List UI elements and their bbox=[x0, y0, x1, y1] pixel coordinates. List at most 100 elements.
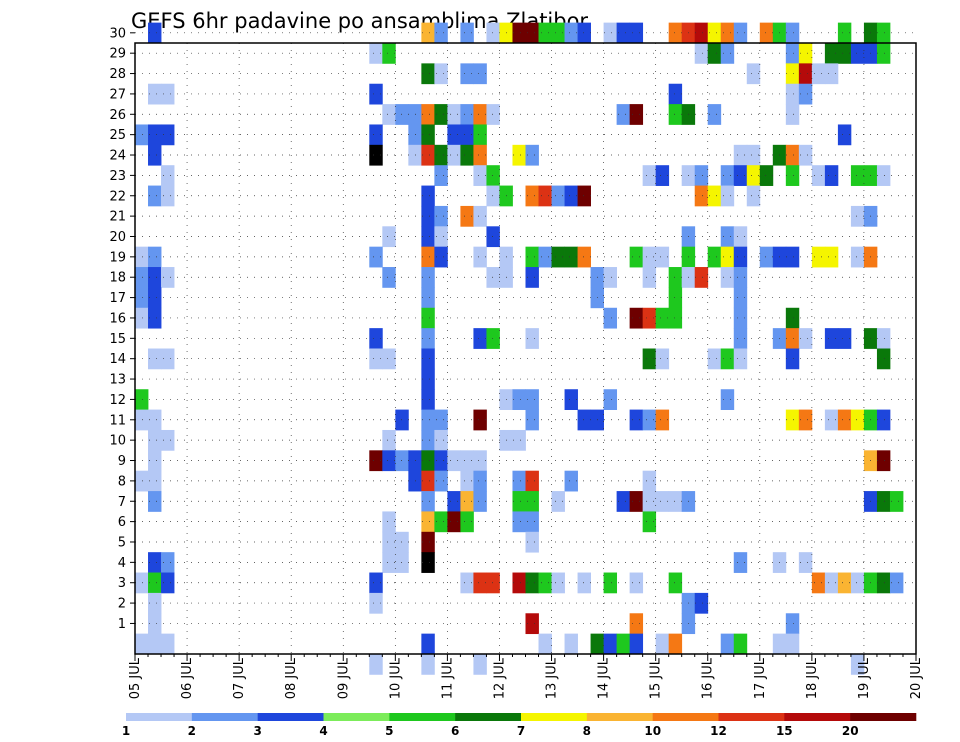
heatmap-cell bbox=[395, 104, 409, 125]
heatmap-cell bbox=[629, 22, 644, 44]
heatmap-cell bbox=[135, 409, 149, 431]
heatmap-cell bbox=[694, 592, 709, 614]
y-axis: 1234567891011121314151617181920212223242… bbox=[109, 26, 135, 632]
heatmap-cell bbox=[655, 348, 670, 370]
legend-swatch bbox=[652, 713, 719, 721]
heatmap-cell bbox=[421, 531, 435, 553]
heatmap-cell bbox=[421, 511, 435, 533]
heatmap-cell bbox=[460, 205, 474, 227]
legend-swatch bbox=[323, 713, 390, 721]
heatmap-cell bbox=[135, 633, 149, 655]
heatmap-cell bbox=[564, 246, 578, 268]
heatmap-cell bbox=[785, 22, 800, 44]
heatmap-cell bbox=[837, 572, 852, 594]
y-tick-label: 7 bbox=[118, 495, 126, 510]
heatmap-cell bbox=[551, 185, 565, 207]
heatmap-cell bbox=[590, 633, 604, 655]
heatmap-cell bbox=[668, 267, 683, 288]
heatmap-cell bbox=[785, 43, 800, 64]
heatmap-cell bbox=[850, 654, 865, 675]
heatmap-cell bbox=[447, 124, 461, 146]
heatmap-cell bbox=[798, 552, 813, 573]
heatmap-cell bbox=[746, 144, 761, 166]
heatmap-cell bbox=[525, 389, 539, 410]
heatmap-cell bbox=[551, 491, 565, 512]
heatmap-cell bbox=[720, 22, 735, 44]
heatmap-cell bbox=[148, 592, 162, 614]
legend-swatch bbox=[718, 713, 785, 721]
y-tick-label: 15 bbox=[109, 332, 126, 347]
heatmap-cell bbox=[148, 633, 162, 655]
heatmap-cell bbox=[161, 552, 175, 573]
heatmap-cell bbox=[642, 267, 657, 288]
heatmap-cell bbox=[434, 205, 448, 227]
legend-swatch bbox=[784, 713, 851, 721]
heatmap-cell bbox=[421, 267, 435, 288]
heatmap-cell bbox=[421, 470, 435, 492]
heatmap-cell bbox=[512, 22, 526, 44]
heatmap-cell bbox=[148, 185, 162, 207]
heatmap-cell bbox=[486, 226, 500, 248]
heatmap-cell bbox=[460, 144, 474, 166]
heatmap-cell bbox=[148, 307, 162, 329]
heatmap-cell bbox=[733, 267, 748, 288]
legend-swatch bbox=[191, 713, 258, 721]
heatmap-cell bbox=[824, 165, 839, 186]
heatmap-cell bbox=[135, 287, 149, 309]
legend-swatch bbox=[126, 713, 193, 721]
heatmap-cell bbox=[720, 633, 735, 655]
heatmap-cell bbox=[421, 287, 435, 309]
heatmap-cell bbox=[161, 83, 175, 105]
heatmap-cell bbox=[161, 185, 175, 207]
heatmap-cell bbox=[148, 348, 162, 370]
heatmap-cell bbox=[395, 450, 409, 472]
heatmap-cell bbox=[434, 22, 448, 44]
heatmap-cell bbox=[148, 450, 162, 472]
heatmap-cell bbox=[369, 348, 383, 370]
heatmap-cell bbox=[434, 165, 448, 186]
heatmap-cell bbox=[135, 389, 149, 410]
heatmap-cell bbox=[785, 246, 800, 268]
heatmap-cell bbox=[369, 83, 383, 105]
heatmap-cell bbox=[148, 287, 162, 309]
heatmap-cell bbox=[603, 267, 618, 288]
heatmap-cell bbox=[473, 572, 487, 594]
heatmap-cell bbox=[603, 22, 618, 44]
heatmap-cell bbox=[382, 511, 396, 533]
heatmap-cell bbox=[629, 633, 644, 655]
heatmap-cell bbox=[850, 572, 865, 594]
heatmap-cell bbox=[551, 246, 565, 268]
heatmap-cell bbox=[798, 83, 813, 105]
heatmap-cell bbox=[850, 43, 865, 64]
heatmap-cell bbox=[538, 22, 552, 44]
heatmap-cell bbox=[538, 633, 552, 655]
legend-swatch bbox=[257, 713, 324, 721]
heatmap-cell bbox=[460, 491, 474, 512]
heatmap-cell bbox=[642, 511, 657, 533]
y-tick-label: 8 bbox=[118, 474, 126, 489]
y-tick-label: 14 bbox=[109, 352, 126, 367]
heatmap-cell bbox=[785, 104, 800, 125]
heatmap-cell bbox=[824, 246, 839, 268]
heatmap-cell bbox=[733, 246, 748, 268]
heatmap-cell bbox=[434, 246, 448, 268]
x-tick-label: 05 JUL bbox=[128, 657, 143, 699]
x-tick-label: 12 JUL bbox=[493, 657, 508, 699]
heatmap-cell bbox=[460, 572, 474, 594]
heatmap-cell bbox=[759, 246, 774, 268]
heatmap-cell bbox=[421, 328, 435, 349]
heatmap-cell bbox=[603, 572, 618, 594]
heatmap-cell bbox=[460, 63, 474, 85]
heatmap-cell bbox=[434, 450, 448, 472]
heatmap-cell bbox=[564, 470, 578, 492]
heatmap-cell bbox=[148, 409, 162, 431]
heatmap-cell bbox=[551, 572, 565, 594]
heatmap-cell bbox=[473, 654, 487, 675]
heatmap-cell bbox=[512, 144, 526, 166]
legend-swatch bbox=[521, 713, 588, 721]
heatmap-cell bbox=[369, 654, 383, 675]
y-tick-label: 5 bbox=[118, 535, 126, 550]
heatmap-cell bbox=[434, 104, 448, 125]
legend-label: 20 bbox=[842, 724, 859, 738]
heatmap-cell bbox=[668, 307, 683, 329]
